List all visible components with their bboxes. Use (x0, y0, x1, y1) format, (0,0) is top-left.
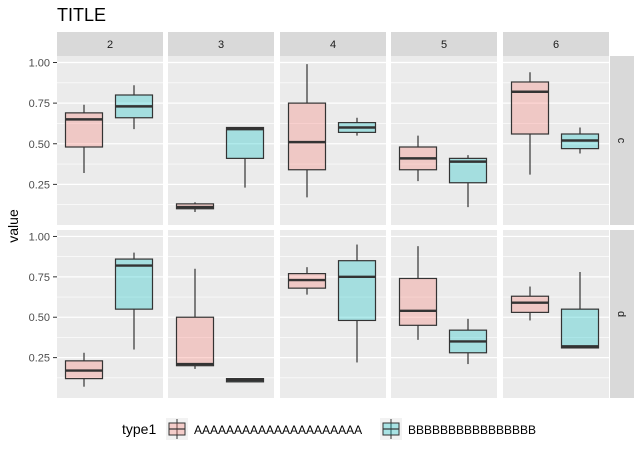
box-d-2-A (64, 352, 104, 387)
y-tick-label: 1.00 (29, 58, 50, 70)
box-iqr (510, 81, 550, 135)
facet-strip-3 (168, 32, 274, 56)
facet-strip-2 (57, 32, 163, 56)
panel-background (391, 56, 497, 225)
panel-background (57, 56, 163, 225)
box-d-6-A (510, 286, 550, 321)
box-iqr (175, 316, 215, 367)
facet-strip-6 (503, 32, 609, 56)
panel-background (168, 230, 274, 398)
box-iqr (225, 126, 265, 159)
box-d-6-B (560, 272, 600, 349)
box-iqr (64, 112, 104, 148)
y-axis-label: value (5, 209, 21, 243)
facet-strip-label: 2 (107, 39, 113, 51)
facet-strip-5 (391, 32, 497, 56)
box-c-6-B (560, 127, 600, 154)
chart-title: TITLE (57, 5, 106, 25)
facet-strip-4 (280, 32, 386, 56)
facet-strip-label: 3 (218, 39, 224, 51)
box-iqr (114, 258, 154, 310)
box-iqr (510, 295, 550, 313)
box-c-6-A (510, 72, 550, 175)
y-tick-label: 0.75 (29, 272, 50, 284)
box-d-4-B (337, 244, 377, 363)
box-c-2-B (114, 85, 154, 130)
y-tick-label: 0.50 (29, 312, 50, 324)
box-c-4-B (337, 117, 377, 136)
y-tick-label: 1.00 (29, 231, 50, 243)
box-d-3-B (225, 378, 265, 383)
y-tick-label: 0.75 (29, 98, 50, 110)
box-d-4-A (287, 267, 327, 295)
box-iqr (398, 277, 438, 326)
legend-title: type1 (122, 421, 156, 437)
legend-label: AAAAAAAAAAAAAAAAAAAAA (194, 423, 362, 437)
panel-background (391, 230, 497, 398)
box-c-5-B (448, 155, 488, 208)
panel-background (168, 56, 274, 225)
box-c-4-A (287, 64, 327, 198)
legend-label: BBBBBBBBBBBBBBBB (408, 423, 536, 437)
panel-background (280, 230, 386, 398)
y-tick-label: 0.25 (29, 353, 50, 365)
box-c-5-A (398, 135, 438, 182)
facet-strip-label: 4 (330, 39, 336, 51)
box-d-2-B (114, 252, 154, 350)
box-d-3-A (175, 268, 215, 369)
panel-background (503, 230, 609, 398)
y-tick-label: 0.25 (29, 179, 50, 191)
facet-row-strip-c (610, 56, 634, 225)
box-iqr (287, 102, 327, 171)
panel-background (280, 56, 386, 225)
box-d-5-A (398, 246, 438, 340)
facet-row-label: d (615, 311, 627, 317)
facet-row-strip-d (610, 230, 634, 398)
box-c-3-A (175, 202, 215, 212)
legend: type1 AAAAAAAAAAAAAAAAAAAAA BBBBBBBBBBBBB… (122, 418, 536, 440)
facet-strip-label: 6 (553, 39, 559, 51)
y-tick-label: 0.50 (29, 139, 50, 151)
box-iqr (337, 260, 377, 322)
box-c-3-B (225, 126, 265, 188)
facet-strip-label: 5 (441, 39, 447, 51)
box-d-5-B (448, 318, 488, 365)
box-iqr (560, 308, 600, 349)
box-c-2-A (64, 104, 104, 173)
facet-row-label: c (615, 138, 627, 144)
